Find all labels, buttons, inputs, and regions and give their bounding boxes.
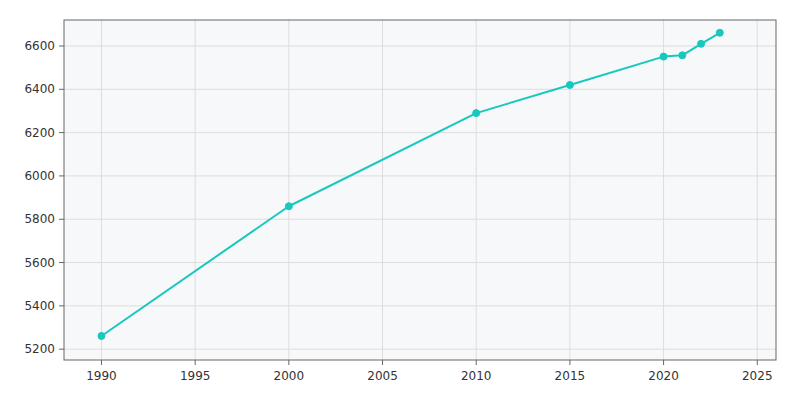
point (566, 81, 573, 88)
x-tick (288, 360, 289, 365)
y-tick-label: 6200 (24, 126, 55, 140)
y-tick (59, 262, 64, 263)
x-tick-label: 2020 (648, 369, 679, 383)
y-grid-line (64, 219, 776, 220)
x-grid-line (195, 20, 196, 360)
y-tick-label: 5200 (24, 342, 55, 356)
x-tick (476, 360, 477, 365)
x-grid-line (757, 20, 758, 360)
x-tick-label: 1990 (86, 369, 117, 383)
x-tick-label: 2000 (274, 369, 305, 383)
y-grid-line (64, 45, 776, 46)
x-tick (195, 360, 196, 365)
y-tick (59, 89, 64, 90)
line (101, 33, 719, 336)
y-tick (59, 305, 64, 306)
y-tick (59, 45, 64, 46)
x-grid-line (101, 20, 102, 360)
chart-container: 1990 1995 2000 2005 2010 2015 2020 2025 5200 5400… (0, 0, 800, 400)
plot-background (64, 20, 776, 360)
x-tick (101, 360, 102, 365)
x-tick-label: 2010 (461, 369, 492, 383)
y-tick-label: 6600 (24, 39, 55, 53)
x-tick (382, 360, 383, 365)
chart-svg: 1990 1995 2000 2005 2010 2015 2020 2025 5200 5400… (0, 0, 800, 400)
series (98, 29, 723, 339)
y-tick (59, 175, 64, 176)
y-tick (59, 219, 64, 220)
grid (64, 20, 776, 360)
x-tick-label: 2025 (742, 369, 773, 383)
y-grid-line (64, 262, 776, 263)
point (285, 203, 292, 210)
x-tick-label: 2015 (555, 369, 586, 383)
axes: 1990 1995 2000 2005 2010 2015 2020 2025 5200 5400… (24, 20, 776, 383)
plot-frame (64, 20, 776, 360)
y-tick-label: 5800 (24, 212, 55, 226)
y-tick-label: 6400 (24, 82, 55, 96)
y-grid-line (64, 89, 776, 90)
x-tick (663, 360, 664, 365)
y-tick-label: 5600 (24, 256, 55, 270)
point (660, 53, 667, 60)
point (473, 110, 480, 117)
x-tick (569, 360, 570, 365)
x-tick-label: 2005 (367, 369, 398, 383)
y-grid-line (64, 132, 776, 133)
y-grid-line (64, 175, 776, 176)
y-tick (59, 132, 64, 133)
y-grid-line (64, 305, 776, 306)
y-tick-label: 5400 (24, 299, 55, 313)
point (679, 52, 686, 59)
x-tick (757, 360, 758, 365)
x-grid-line (476, 20, 477, 360)
point (98, 332, 105, 339)
x-grid-line (382, 20, 383, 360)
y-tick (59, 349, 64, 350)
y-tick-label: 6000 (24, 169, 55, 183)
y-grid-line (64, 349, 776, 350)
x-grid-line (569, 20, 570, 360)
x-tick-label: 1995 (180, 369, 211, 383)
x-grid-line (663, 20, 664, 360)
point (716, 29, 723, 36)
point (698, 40, 705, 47)
x-grid-line (288, 20, 289, 360)
